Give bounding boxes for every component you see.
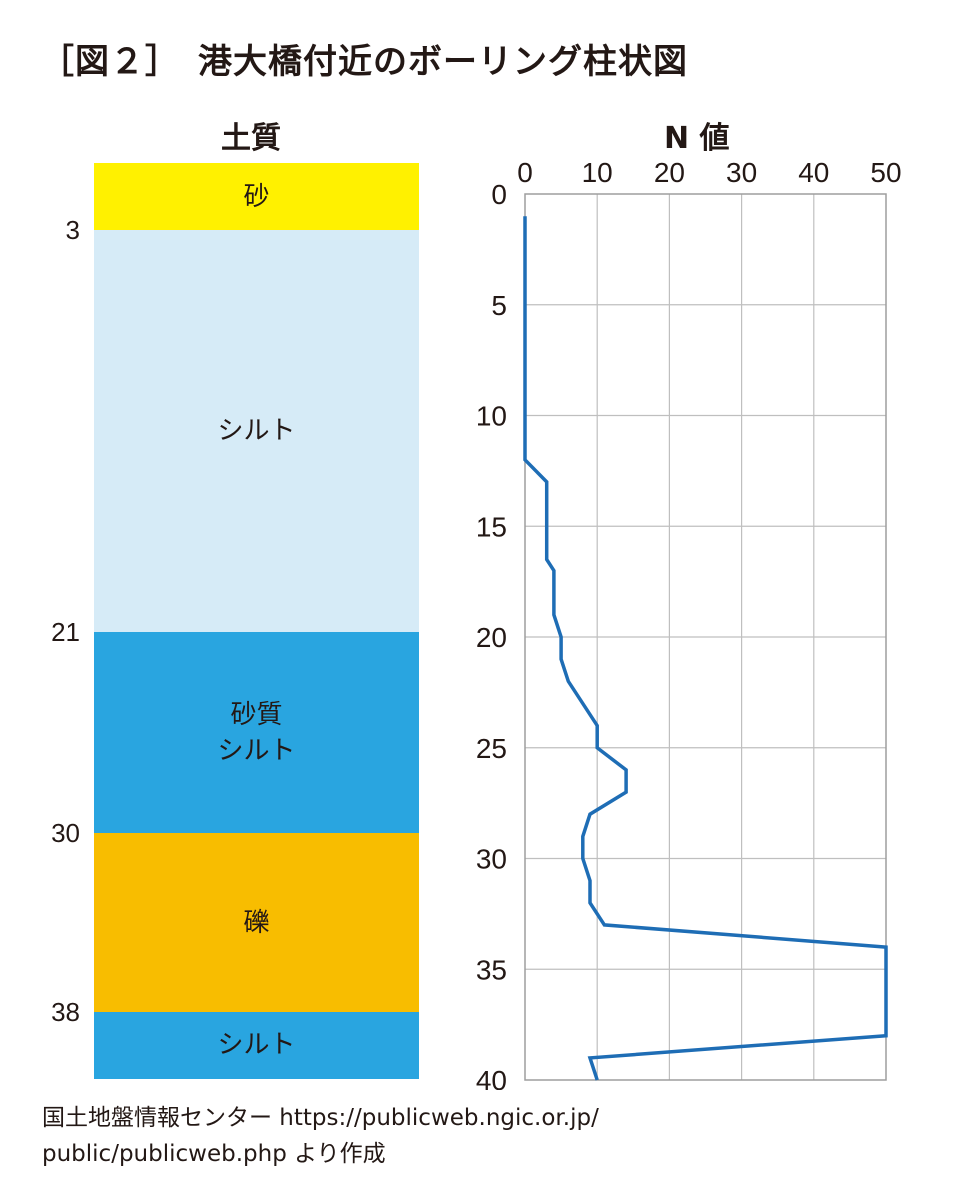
n-value-line <box>523 216 888 1081</box>
y-tick-label: 20 <box>476 622 507 653</box>
y-tick-label: 30 <box>476 844 507 875</box>
soil-layer: 礫 <box>94 833 419 1012</box>
soil-layer: シルト <box>94 230 419 633</box>
soil-layer-label: シルト <box>217 416 296 447</box>
soil-layer-label: 砂 <box>243 181 270 212</box>
soil-layer-label: 砂質 シルト <box>217 699 296 766</box>
x-tick-label: 20 <box>654 157 685 188</box>
figure-title: ［図２］ 港大橋付近のボーリング柱状図 <box>40 42 688 82</box>
soil-layer: 砂質 シルト <box>94 632 419 834</box>
y-tick-label: 0 <box>491 179 507 210</box>
soil-depth-label: 3 <box>65 215 80 246</box>
soil-depth-label: 30 <box>51 818 80 849</box>
x-tick-label: 10 <box>582 157 613 188</box>
source-note: 国土地盤情報センター https://publicweb.ngic.or.jp/… <box>42 1105 599 1167</box>
n-value-chart: 0 5 10 15 20 25 30 35 40 0 10 20 30 40 50 <box>476 157 902 1090</box>
n-value-header: N 値 <box>664 121 730 156</box>
x-tick-label: 30 <box>726 157 757 188</box>
soil-layer: シルト <box>94 1011 419 1079</box>
x-tick-label: 0 <box>517 157 533 188</box>
x-tick-label: 50 <box>870 157 901 188</box>
y-tick-label: 25 <box>476 733 507 764</box>
y-tick-label: 40 <box>476 1065 507 1090</box>
soil-column-header: 土質 <box>221 121 281 156</box>
soil-depth-label: 21 <box>51 617 80 648</box>
y-tick-label: 35 <box>476 954 507 985</box>
soil-layer-label: 礫 <box>243 907 270 938</box>
y-tick-label: 15 <box>476 511 507 542</box>
plot-frame <box>524 193 887 1081</box>
soil-layer-label: シルト <box>217 1030 296 1061</box>
x-tick-label: 40 <box>798 157 829 188</box>
soil-layer: 砂 <box>94 163 419 231</box>
y-tick-label: 5 <box>491 290 507 321</box>
y-tick-label: 10 <box>476 401 507 432</box>
soil-depth-label: 38 <box>51 996 80 1027</box>
